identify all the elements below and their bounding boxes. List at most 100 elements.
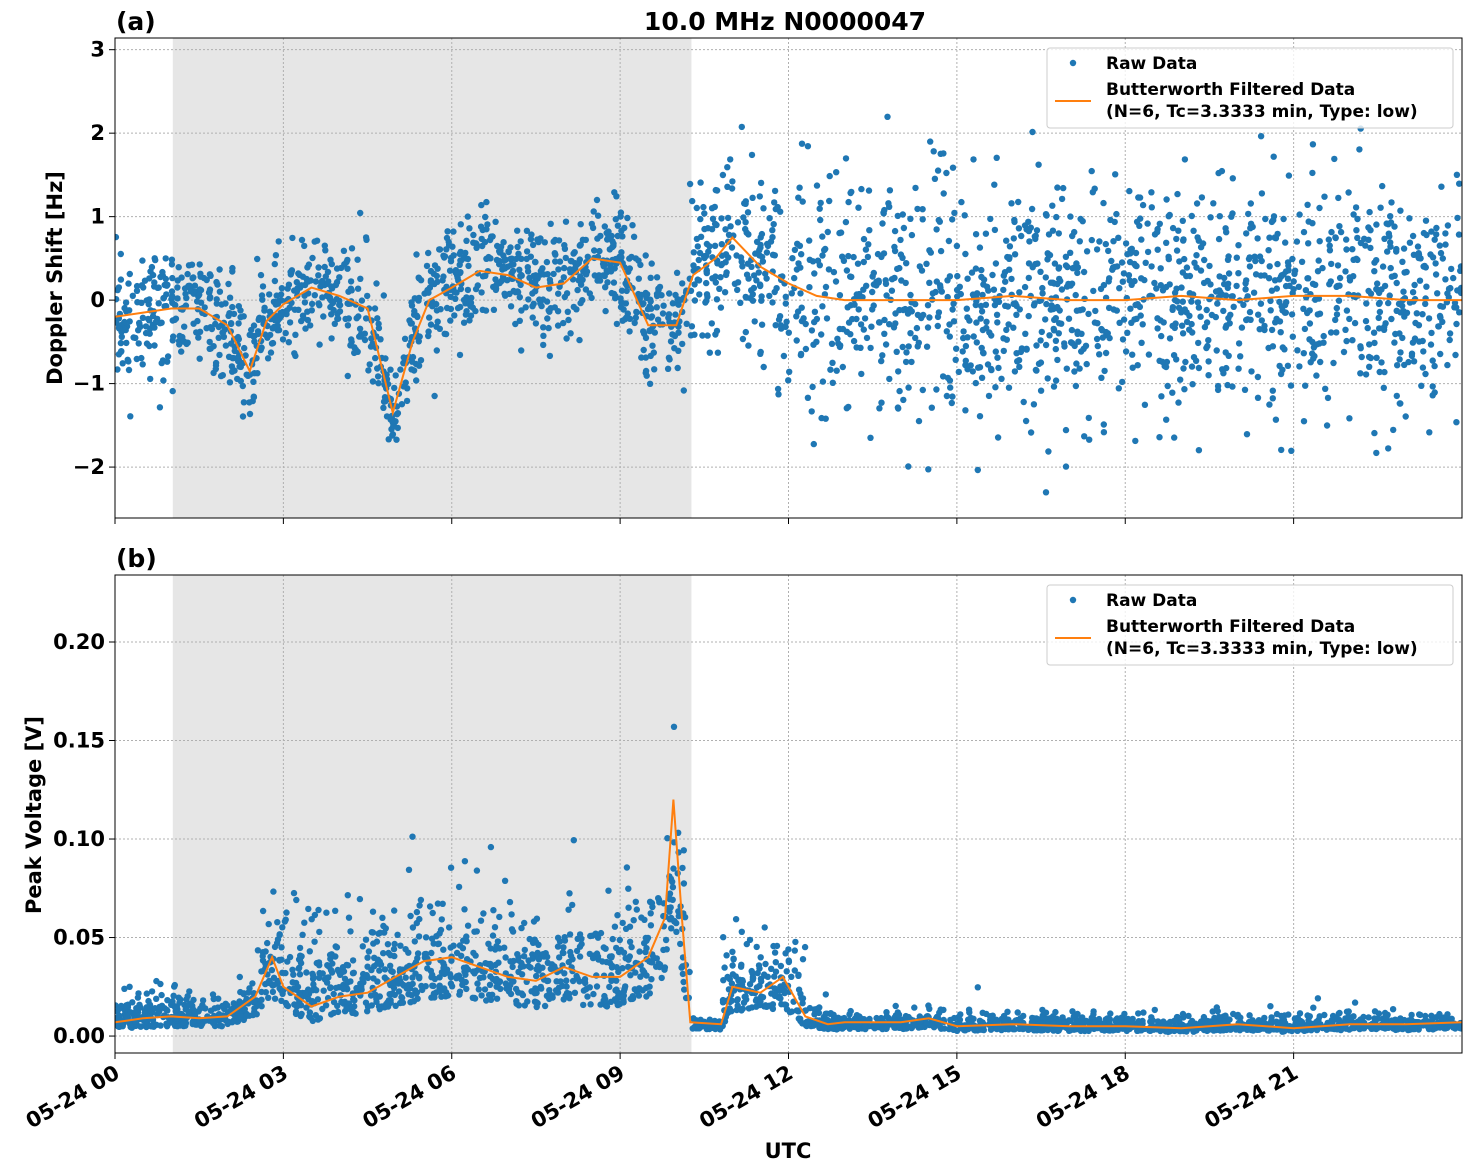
raw-data-point — [532, 272, 539, 279]
raw-data-point — [1419, 364, 1427, 371]
raw-data-point — [780, 352, 788, 360]
y-tick-label: 2 — [90, 121, 105, 145]
raw-data-point — [1362, 371, 1370, 378]
raw-data-point — [888, 287, 896, 294]
raw-data-point — [742, 225, 749, 233]
raw-data-point — [679, 340, 686, 348]
raw-data-point — [345, 315, 352, 322]
raw-data-point — [786, 368, 793, 375]
raw-data-point — [1197, 267, 1205, 274]
raw-data-point — [651, 366, 658, 373]
raw-data-point — [1271, 234, 1278, 241]
raw-data-point — [1365, 224, 1372, 231]
raw-data-point — [347, 928, 354, 935]
raw-data-point — [1312, 281, 1319, 288]
raw-data-point — [855, 1025, 862, 1033]
raw-data-point — [891, 1024, 898, 1031]
raw-data-point — [1268, 1019, 1275, 1027]
raw-data-point — [1314, 995, 1322, 1002]
raw-data-point — [1413, 310, 1421, 317]
raw-data-point — [656, 963, 663, 971]
raw-data-point — [286, 953, 294, 961]
raw-data-point — [1277, 370, 1285, 378]
raw-data-point — [965, 1006, 973, 1013]
raw-data-point — [1148, 1017, 1156, 1024]
raw-data-point — [353, 315, 360, 322]
raw-data-point — [1373, 449, 1380, 457]
raw-data-point — [115, 233, 120, 241]
raw-data-point — [1116, 319, 1123, 326]
raw-data-point — [703, 267, 710, 274]
raw-data-point — [1203, 344, 1210, 352]
raw-data-point — [1132, 249, 1140, 257]
raw-data-point — [876, 319, 883, 326]
raw-data-point — [1362, 317, 1370, 325]
raw-data-point — [502, 954, 509, 961]
raw-data-point — [484, 221, 491, 228]
raw-data-point — [472, 285, 480, 293]
raw-data-point — [639, 967, 646, 974]
raw-data-point — [1011, 368, 1019, 375]
raw-data-point — [654, 316, 662, 323]
raw-data-point — [1426, 429, 1433, 436]
raw-data-point — [968, 269, 976, 276]
raw-data-point — [1343, 246, 1350, 253]
raw-data-point — [306, 1009, 314, 1016]
raw-data-point — [139, 314, 147, 321]
raw-data-point — [163, 302, 170, 310]
raw-data-point — [795, 260, 802, 267]
raw-data-point — [292, 331, 299, 338]
raw-data-point — [1415, 250, 1422, 257]
raw-data-point — [1287, 382, 1295, 389]
raw-data-point — [398, 401, 406, 408]
raw-data-point — [529, 314, 536, 321]
raw-data-point — [584, 253, 591, 260]
raw-data-point — [706, 243, 713, 250]
raw-data-point — [593, 196, 601, 204]
raw-data-point — [1154, 325, 1161, 332]
raw-data-point — [627, 972, 634, 979]
raw-data-point — [823, 315, 831, 322]
raw-data-point — [1098, 374, 1105, 381]
raw-data-point — [467, 299, 475, 306]
raw-data-point — [1186, 326, 1193, 333]
raw-data-point — [1280, 215, 1287, 223]
raw-data-point — [457, 221, 464, 228]
raw-data-point — [663, 946, 670, 953]
raw-data-point — [540, 332, 547, 339]
raw-data-point — [1085, 414, 1093, 422]
raw-data-point — [415, 333, 423, 340]
raw-data-point — [1119, 278, 1127, 285]
raw-data-point — [411, 307, 418, 315]
raw-data-point — [795, 1008, 802, 1015]
raw-data-point — [972, 231, 980, 238]
raw-data-point — [1233, 282, 1240, 290]
raw-data-point — [721, 289, 729, 296]
raw-data-point — [594, 212, 602, 219]
raw-data-point — [282, 329, 289, 337]
raw-data-point — [427, 278, 435, 286]
raw-data-point — [946, 273, 954, 280]
raw-data-point — [964, 275, 971, 282]
raw-data-point — [802, 320, 809, 328]
raw-data-point — [914, 205, 921, 213]
raw-data-point — [1031, 233, 1039, 240]
raw-data-point — [1046, 332, 1053, 339]
raw-data-point — [1080, 268, 1088, 276]
raw-data-point — [1309, 169, 1316, 177]
raw-data-point — [819, 303, 826, 310]
raw-data-point — [633, 906, 640, 913]
raw-data-point — [292, 1008, 300, 1015]
raw-data-point — [951, 209, 958, 217]
raw-data-point — [216, 1022, 223, 1029]
raw-data-point — [976, 244, 984, 251]
raw-data-point — [773, 285, 780, 292]
raw-data-point — [142, 329, 150, 337]
raw-data-point — [593, 983, 601, 990]
raw-data-point — [1448, 265, 1455, 273]
raw-data-point — [1032, 366, 1040, 374]
raw-data-point — [490, 907, 497, 914]
raw-data-point — [364, 292, 371, 300]
raw-data-point — [934, 167, 942, 174]
raw-data-point — [621, 985, 628, 992]
